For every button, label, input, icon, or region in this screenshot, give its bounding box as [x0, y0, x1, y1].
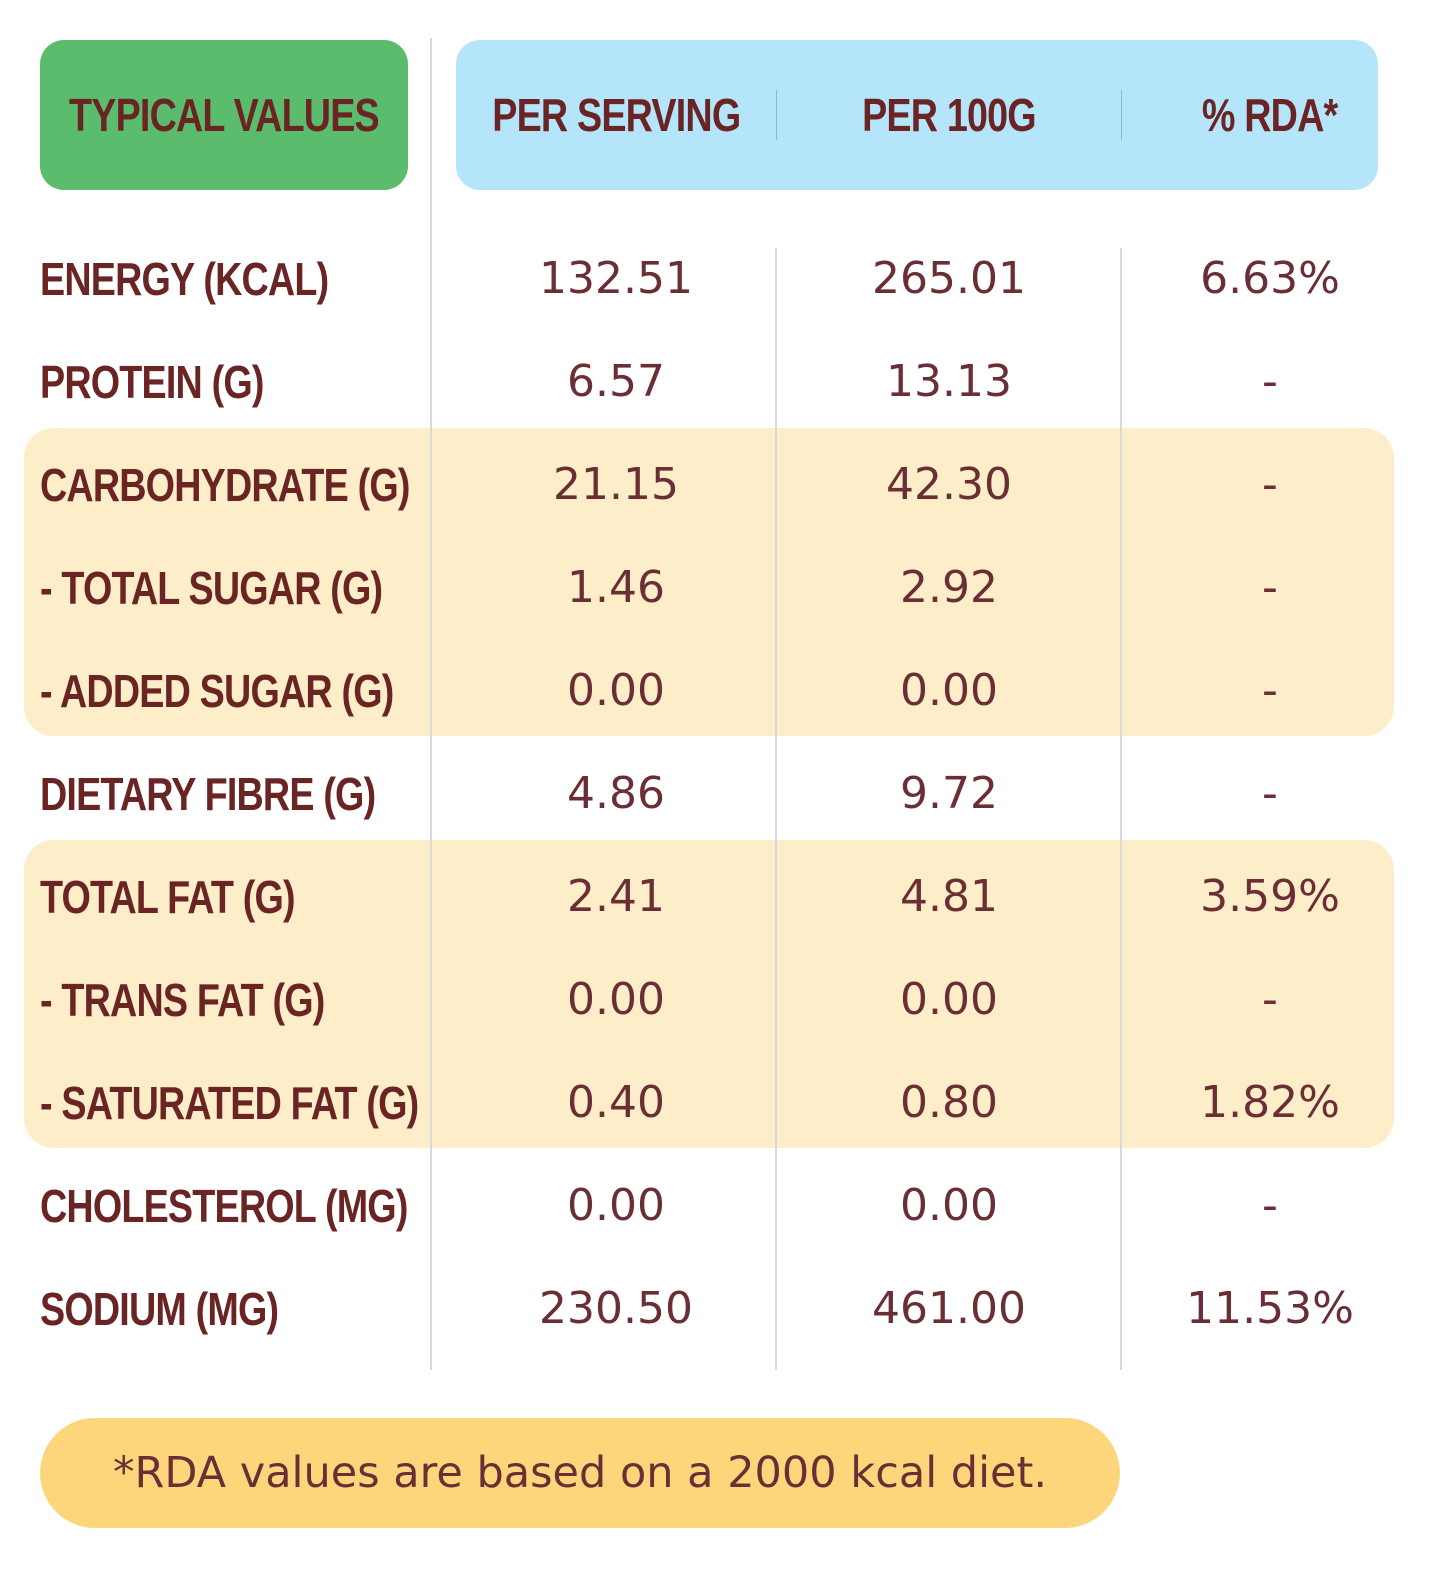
per-serving-value: 132.51 [539, 253, 693, 304]
per-100g-value: 0.80 [900, 1077, 998, 1128]
column-separator [775, 248, 777, 1370]
table-row: TOTAL FAT (G) 2.41 4.81 3.59% [0, 845, 1432, 948]
per-serving-value: 21.15 [553, 459, 679, 510]
per-serving-value: 0.00 [567, 974, 665, 1025]
fat-group-highlight [24, 840, 1394, 1148]
carbohydrate-group-highlight [24, 428, 1394, 736]
table-row: PROTEIN (G) 6.57 13.13 - [0, 330, 1432, 433]
header-divider [1121, 90, 1122, 140]
column-separator [430, 38, 432, 1370]
table-row: CHOLESTEROL (MG) 0.00 0.00 - [0, 1154, 1432, 1257]
table-row: - TOTAL SUGAR (G) 1.46 2.92 - [0, 536, 1432, 639]
table-row: SODIUM (MG) 230.50 461.00 11.53% [0, 1257, 1432, 1360]
nutrient-label: CARBOHYDRATE (G) [40, 458, 410, 511]
nutrient-label: - TRANS FAT (G) [40, 973, 325, 1026]
header-rda-label: % RDA* [1202, 89, 1338, 141]
nutrient-label: PROTEIN (G) [40, 355, 264, 408]
per-100g-value: 13.13 [886, 356, 1012, 407]
per-100g-value: 4.81 [900, 871, 998, 922]
rda-value: - [1262, 459, 1278, 510]
header-per-serving-label: PER SERVING [491, 89, 741, 141]
nutrient-label: CHOLESTEROL (MG) [40, 1179, 408, 1232]
per-serving-value: 0.00 [567, 665, 665, 716]
per-serving-value: 230.50 [539, 1283, 693, 1334]
rda-value: 1.82% [1200, 1077, 1340, 1128]
nutrient-label: - ADDED SUGAR (G) [40, 664, 394, 717]
rda-value: - [1262, 1180, 1278, 1231]
per-100g-value: 0.00 [900, 1180, 998, 1231]
per-100g-value: 265.01 [872, 253, 1026, 304]
per-100g-value: 0.00 [900, 665, 998, 716]
per-serving-value: 2.41 [567, 871, 665, 922]
nutrient-label: ENERGY (KCAL) [40, 252, 329, 305]
header-values-bar [456, 40, 1378, 190]
per-serving-value: 1.46 [567, 562, 665, 613]
nutrient-label: TOTAL FAT (G) [40, 870, 296, 923]
header-per-serving: PER SERVING [456, 40, 776, 190]
rda-footnote: *RDA values are based on a 2000 kcal die… [40, 1418, 1120, 1528]
header-rda: % RDA* [1122, 40, 1418, 190]
header-per-100g: PER 100G [778, 40, 1120, 190]
rda-value: 11.53% [1186, 1283, 1354, 1334]
rda-value: - [1262, 768, 1278, 819]
column-separator [1120, 248, 1122, 1370]
per-serving-value: 0.00 [567, 1180, 665, 1231]
table-row: ENERGY (KCAL) 132.51 265.01 6.63% [0, 227, 1432, 330]
header-typical-values-label: TYPICAL VALUES [69, 89, 380, 141]
per-100g-value: 9.72 [900, 768, 998, 819]
nutrient-label: - TOTAL SUGAR (G) [40, 561, 383, 614]
header-per-100g-label: PER 100G [862, 89, 1037, 141]
nutrient-label: - SATURATED FAT (G) [40, 1076, 419, 1129]
header-divider [776, 90, 777, 140]
rda-value: - [1262, 356, 1278, 407]
table-row: DIETARY FIBRE (G) 4.86 9.72 - [0, 742, 1432, 845]
per-100g-value: 0.00 [900, 974, 998, 1025]
nutrient-label: DIETARY FIBRE (G) [40, 767, 376, 820]
rda-value: - [1262, 665, 1278, 716]
rda-value: 3.59% [1200, 871, 1340, 922]
per-100g-value: 461.00 [872, 1283, 1026, 1334]
per-serving-value: 4.86 [567, 768, 665, 819]
rda-value: 6.63% [1200, 253, 1340, 304]
per-100g-value: 42.30 [886, 459, 1012, 510]
table-row: - ADDED SUGAR (G) 0.00 0.00 - [0, 639, 1432, 742]
table-row: - TRANS FAT (G) 0.00 0.00 - [0, 948, 1432, 1051]
per-serving-value: 6.57 [567, 356, 665, 407]
table-row: - SATURATED FAT (G) 0.40 0.80 1.82% [0, 1051, 1432, 1154]
rda-value: - [1262, 974, 1278, 1025]
table-row: CARBOHYDRATE (G) 21.15 42.30 - [0, 433, 1432, 536]
rda-value: - [1262, 562, 1278, 613]
per-100g-value: 2.92 [900, 562, 998, 613]
per-serving-value: 0.40 [567, 1077, 665, 1128]
header-typical-values: TYPICAL VALUES [40, 40, 408, 190]
nutrient-label: SODIUM (MG) [40, 1282, 279, 1335]
